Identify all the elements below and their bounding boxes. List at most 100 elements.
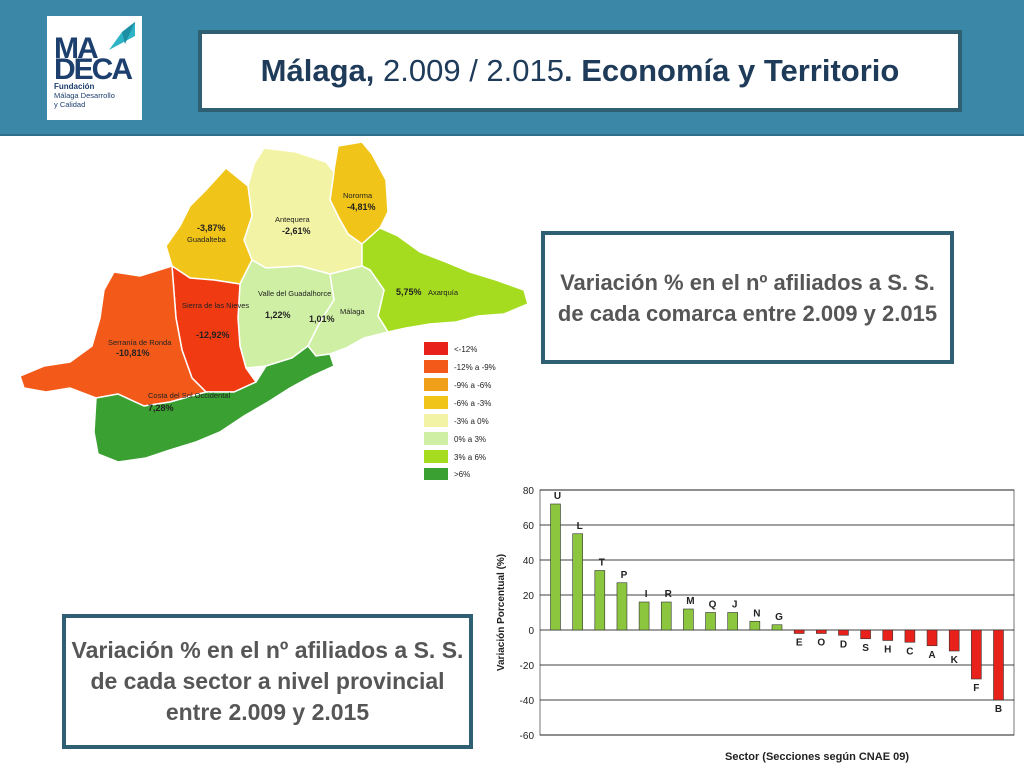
category-label-U: U [554, 491, 561, 502]
logo-subtitle: Fundación Málaga Desarrollo y Calidad [54, 82, 115, 109]
value-malaga: 1,01% [309, 314, 335, 324]
y-tick-label: 60 [523, 521, 535, 532]
category-label-D: D [840, 639, 847, 650]
category-label-H: H [884, 645, 891, 656]
category-label-S: S [862, 643, 869, 654]
comarca-caption-text: Variación % en el nº afiliados a S. S. d… [557, 269, 938, 326]
chart-bars [550, 503, 1004, 701]
logo-sub1: Fundación [54, 82, 95, 91]
title-rest: . Economía y Territorio [564, 53, 900, 88]
category-label-L: L [577, 521, 583, 532]
legend-swatch-5 [424, 432, 448, 445]
category-label-M: M [686, 596, 694, 607]
y-tick-label: 0 [528, 626, 534, 637]
bar-O [816, 629, 827, 634]
category-label-F: F [973, 683, 979, 694]
legend-label-1: -12% a -9% [454, 363, 496, 372]
y-tick-label: -20 [520, 661, 535, 672]
category-label-G: G [775, 612, 783, 623]
title-bold: Málaga, [260, 53, 375, 88]
category-label-N: N [753, 608, 760, 619]
y-tick-label: 20 [523, 591, 535, 602]
bar-D [838, 629, 849, 636]
legend-label-7: >6% [454, 470, 470, 479]
value-serrania-ronda: -10,81% [116, 348, 150, 358]
y-tick-label: 40 [523, 556, 535, 567]
chart-x-axis-label: Sector (Secciones según CNAE 09) [725, 751, 909, 763]
bar-A [926, 629, 938, 647]
y-tick-label: -40 [520, 696, 535, 707]
bar-P [616, 582, 628, 631]
bar-K [948, 629, 960, 652]
category-label-C: C [906, 646, 913, 657]
category-label-O: O [817, 638, 825, 649]
legend-swatch-1 [424, 360, 448, 373]
value-antequera: -2,61% [282, 226, 311, 236]
chart-category-labels: U L T P I R M Q J N G E O D S H C A K F B [554, 491, 1002, 715]
category-label-T: T [599, 558, 605, 569]
title-years: 2.009 / 2.015 [374, 53, 564, 88]
legend-swatch-6 [424, 450, 448, 463]
category-label-R: R [665, 589, 673, 600]
legend-swatch-2 [424, 378, 448, 391]
label-nororma: Nororma [343, 191, 373, 200]
legend-label-4: -3% a 0% [454, 417, 489, 426]
sector-caption: Variación % en el nº afiliados a S. S. d… [62, 614, 473, 749]
map-labels: Nororma -4,81% Antequera -2,61% -3,87% G… [108, 191, 459, 413]
legend-label-2: -9% a -6% [454, 381, 491, 390]
value-sierra-nieves: -12,92% [196, 330, 230, 340]
legend-label-0: <-12% [454, 345, 477, 354]
category-label-P: P [621, 570, 628, 581]
label-malaga: Málaga [340, 307, 365, 316]
bar-I [638, 601, 650, 631]
region-costa-del-sol-occidental [93, 344, 335, 463]
value-axarquia: 5,75% [396, 287, 422, 297]
logo-sub2: Málaga Desarrollo [54, 91, 115, 100]
bar-F [971, 629, 982, 680]
comarca-map: Nororma -4,81% Antequera -2,61% -3,87% G… [19, 141, 529, 480]
category-label-I: I [645, 589, 648, 600]
bar-N [749, 620, 761, 631]
category-label-A: A [928, 650, 935, 661]
madeca-logo: MA DECA Fundación Málaga Desarrollo y Ca… [47, 16, 142, 120]
bar-Q [705, 612, 716, 631]
label-valle-guadalhorce: Valle del Guadalhorce [258, 289, 331, 298]
value-guadalteba: -3,87% [197, 223, 226, 233]
label-serrania-ronda: Serranía de Ronda [108, 338, 172, 347]
bar-M [683, 608, 694, 631]
legend-label-3: -6% a -3% [454, 399, 491, 408]
legend-label-5: 0% a 3% [454, 435, 486, 444]
legend-swatch-7 [424, 468, 448, 480]
y-tick-label: -60 [520, 731, 535, 742]
region-malaga [307, 265, 390, 357]
logo-sub3: y Calidad [54, 100, 86, 109]
bar-J [727, 612, 738, 631]
comarca-caption: Variación % en el nº afiliados a S. S. d… [541, 231, 954, 364]
bar-G [771, 624, 783, 631]
bar-U [550, 503, 561, 631]
bar-L [572, 533, 583, 631]
logo-line2: DECA [54, 53, 133, 86]
value-costa-del-sol: 7,28% [148, 403, 174, 413]
value-nororma: -4,81% [347, 202, 376, 212]
category-label-Q: Q [709, 600, 717, 611]
region-axarquia [361, 227, 529, 333]
category-label-B: B [995, 704, 1002, 715]
map-legend: <-12% -12% a -9% -9% a -6% -6% a -3% -3%… [424, 342, 496, 480]
bar-R [660, 601, 672, 631]
legend-swatch-3 [424, 396, 448, 409]
label-costa-del-sol: Costa del Sol Occidental [148, 391, 230, 400]
label-axarquia: Axarquía [428, 288, 459, 297]
bar-C [904, 629, 916, 643]
y-tick-label: 80 [523, 486, 535, 497]
chart-y-axis-label: Variación Porcentual (%) [496, 554, 507, 671]
category-label-J: J [732, 600, 738, 611]
category-label-E: E [796, 638, 803, 649]
bar-T [594, 570, 606, 631]
label-sierra-nieves: Sierra de las Nieves [182, 301, 249, 310]
logo-line1: MA [54, 32, 99, 65]
label-antequera: Antequera [275, 215, 310, 224]
bar-S [860, 629, 871, 640]
logo-mark-icon [109, 22, 135, 50]
chart-y-ticks: 80 60 40 20 0 -20 -40 -60 [520, 486, 535, 742]
